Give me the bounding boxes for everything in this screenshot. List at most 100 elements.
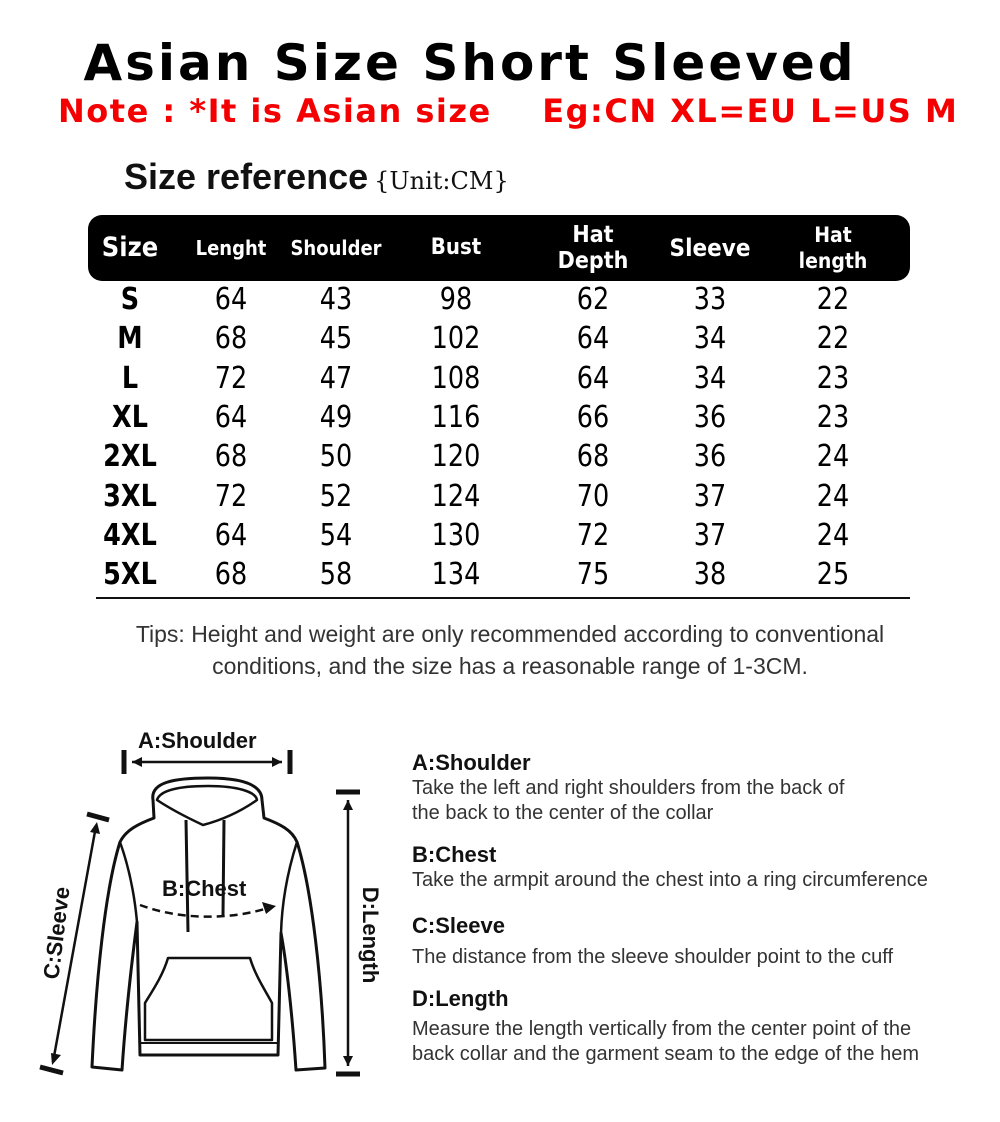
asian-size-note: Note : *It is Asian size Eg:CN XL=EU L=U… xyxy=(58,92,959,130)
table-cell: 36 xyxy=(693,399,727,435)
table-cell: 58 xyxy=(319,557,353,593)
table-cell: 25 xyxy=(816,557,850,593)
hoodie-measurement-diagram xyxy=(39,750,360,1077)
description-line: Measure the length vertically from the c… xyxy=(412,1018,912,1040)
length-label: D:Length xyxy=(358,886,383,984)
page-title: Asian Size Short Sleeved xyxy=(83,34,857,92)
table-cell: 72 xyxy=(214,360,248,396)
size-cell: XL xyxy=(112,399,148,435)
table-cell: 23 xyxy=(816,399,850,435)
table-cell: 43 xyxy=(319,282,353,317)
table-cell: 50 xyxy=(319,439,353,475)
column-header: Bust xyxy=(430,235,482,260)
table-cell: 75 xyxy=(576,557,610,593)
size-cell: M xyxy=(117,321,143,357)
table-row: 3XL 72 52 124 70 37 24 xyxy=(88,479,910,518)
table-cell: 22 xyxy=(816,321,850,357)
table-row: 2XL 68 50 120 68 36 24 xyxy=(88,439,910,478)
table-cell: 68 xyxy=(576,439,610,475)
table-cell: 64 xyxy=(214,399,248,435)
hood-inner xyxy=(155,784,259,827)
column-header: Size xyxy=(101,232,159,263)
description-line: back collar and the garment seam to the … xyxy=(412,1043,919,1065)
size-reference-label: Size reference xyxy=(124,156,369,197)
column-header: Hat length xyxy=(798,223,868,273)
table-cell: 52 xyxy=(319,478,353,514)
size-cell: 2XL xyxy=(103,439,157,475)
table-cell: 64 xyxy=(214,517,248,553)
table-cell: 64 xyxy=(576,360,610,396)
table-row: 5XL 68 58 134 75 38 25 xyxy=(88,557,910,596)
chest-arrowhead xyxy=(262,902,276,914)
description-shoulder: A:Shoulder Take the left and right shoul… xyxy=(412,750,844,826)
description-title: C:Sleeve xyxy=(412,913,505,938)
table-row: M 68 45 102 64 34 22 xyxy=(88,321,910,360)
column-header: Hat Depth xyxy=(557,222,629,274)
table-cell: 22 xyxy=(816,282,850,317)
table-cell: 34 xyxy=(693,360,727,396)
tips-line-2: conditions, and the size has a reasonabl… xyxy=(212,653,808,679)
pocket xyxy=(143,956,274,1042)
table-row: 4XL 64 54 130 72 37 24 xyxy=(88,518,910,557)
column-header: Shoulder xyxy=(290,236,382,260)
chest-arrow xyxy=(139,903,269,918)
table-cell: 47 xyxy=(319,360,353,396)
table-cell: 62 xyxy=(576,282,610,317)
size-cell: S xyxy=(120,282,140,317)
hoodie-outline xyxy=(90,776,327,1072)
tips-text: Tips: Height and weight are only recomme… xyxy=(60,618,960,682)
armhole-left xyxy=(118,841,139,923)
table-cell: 64 xyxy=(214,282,248,317)
table-row: L 72 47 108 64 34 23 xyxy=(88,361,910,400)
table-cell: 108 xyxy=(431,360,481,396)
tips-line-1: Tips: Height and weight are only recomme… xyxy=(135,621,885,647)
table-cell: 68 xyxy=(214,321,248,357)
table-cell: 102 xyxy=(431,321,481,357)
size-cell: 4XL xyxy=(103,517,157,553)
description-title: A:Shoulder xyxy=(412,750,531,775)
table-cell: 34 xyxy=(693,321,727,357)
description-length: D:Length Measure the length vertically f… xyxy=(412,986,919,1067)
size-reference-heading: Size reference {Unit:CM} xyxy=(124,156,509,198)
drawstring-left xyxy=(184,819,190,933)
size-table-header: Size Lenght Shoulder Bust Hat Depth Sleeve Hat… xyxy=(88,215,910,281)
armhole-right xyxy=(279,841,299,934)
table-cell: 134 xyxy=(431,557,481,593)
description-title: D:Length xyxy=(412,986,509,1011)
table-cell: 33 xyxy=(693,282,727,317)
table-cell: 72 xyxy=(214,478,248,514)
table-cell: 23 xyxy=(816,360,850,396)
description-sleeve: C:Sleeve The distance from the sleeve sh… xyxy=(412,913,893,970)
table-cell: 120 xyxy=(431,439,481,475)
table-row: S 64 43 98 62 33 22 xyxy=(88,282,910,321)
size-cell: 5XL xyxy=(103,557,157,593)
table-cell: 54 xyxy=(319,517,353,553)
description-line: Take the armpit around the chest into a … xyxy=(412,869,928,891)
table-cell: 38 xyxy=(693,557,727,593)
description-line: The distance from the sleeve shoulder po… xyxy=(412,946,894,968)
unit-label: {Unit:CM} xyxy=(374,167,509,195)
description-line: the back to the center of the collar xyxy=(412,802,714,824)
description-title: B:Chest xyxy=(412,842,497,867)
table-cell: 98 xyxy=(439,282,473,317)
table-cell: 24 xyxy=(816,517,850,553)
table-cell: 130 xyxy=(431,517,481,553)
table-cell: 124 xyxy=(431,478,481,514)
table-cell: 49 xyxy=(319,399,353,435)
table-cell: 66 xyxy=(576,399,610,435)
drawstring-right xyxy=(221,819,226,916)
table-cell: 68 xyxy=(214,557,248,593)
table-cell: 37 xyxy=(693,517,727,553)
shoulder-label: A:Shoulder xyxy=(138,728,257,753)
table-cell: 45 xyxy=(319,321,353,357)
table-cell: 70 xyxy=(576,478,610,514)
table-cell: 37 xyxy=(693,478,727,514)
chest-label: B:Chest xyxy=(162,876,247,901)
table-cell: 116 xyxy=(431,399,481,435)
column-header: Sleeve xyxy=(669,234,751,262)
size-cell: 3XL xyxy=(103,478,157,514)
description-line: Take the left and right shoulders from t… xyxy=(412,777,845,799)
size-cell: L xyxy=(121,360,139,396)
table-cell: 68 xyxy=(214,439,248,475)
table-row: XL 64 49 116 66 36 23 xyxy=(88,400,910,439)
